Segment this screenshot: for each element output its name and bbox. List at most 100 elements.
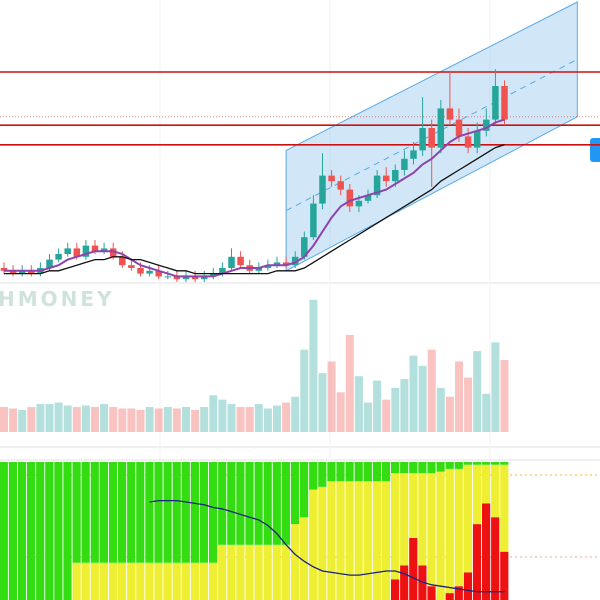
candle-body (446, 108, 454, 120)
indicator-bar (108, 462, 118, 563)
indicator-bar (263, 462, 272, 545)
indicator-bar (354, 462, 363, 482)
volume-bar (418, 365, 427, 432)
moving-average (4, 118, 505, 278)
candle-body (9, 270, 17, 274)
candle-body (291, 256, 299, 266)
candle-body (410, 150, 417, 159)
indicator-bar (327, 462, 336, 482)
indicator-bar (445, 462, 454, 469)
indicator-bar (290, 524, 300, 600)
indicator-bar (99, 562, 108, 600)
volume-bar (182, 407, 190, 432)
indicator-bar (72, 562, 81, 600)
indicator-bar (108, 562, 118, 600)
indicator-bar (199, 562, 209, 600)
candle-body (200, 276, 208, 280)
candle-body (182, 276, 190, 280)
candle-body (219, 268, 226, 274)
volume-bar (236, 407, 245, 432)
indicator-bar (363, 462, 372, 482)
indicator-bar (472, 462, 482, 465)
indicator-bar (227, 462, 236, 545)
indicator-bar (318, 486, 327, 600)
indicator-bar (99, 462, 108, 563)
volume-bar (63, 405, 72, 432)
candle-body (210, 273, 217, 277)
candle-body (464, 136, 472, 148)
candle-body (273, 262, 281, 266)
candle-body (282, 262, 290, 266)
indicator-bar (463, 572, 472, 600)
indicator-bar (336, 481, 345, 600)
volume-bar (109, 407, 118, 432)
indicator-bar (345, 462, 354, 482)
indicator-bar (500, 551, 509, 600)
volume-bar (54, 402, 63, 432)
indicator-bar (409, 473, 418, 538)
candle-body (173, 276, 181, 280)
candle-body (137, 268, 144, 274)
indicator-bar (436, 471, 445, 600)
indicator-bar (472, 464, 482, 525)
candle-body (191, 276, 199, 280)
indicator-bar (227, 544, 236, 600)
indicator-bar (281, 462, 290, 545)
volume-bar (263, 408, 272, 432)
indicator-bar (118, 462, 127, 563)
volume-bar (18, 409, 27, 432)
indicator-bar (445, 593, 454, 600)
candle-body (310, 203, 317, 238)
indicator-bar (391, 473, 400, 580)
indicator-bar (400, 462, 409, 474)
candle-body (473, 130, 481, 148)
volume-bar (209, 395, 218, 432)
indicator-bar (154, 462, 163, 563)
volume-bar (145, 407, 154, 432)
volume-bar (163, 407, 172, 432)
candle-body (319, 175, 326, 204)
indicator-bar (336, 462, 345, 482)
volume-bar (273, 405, 281, 432)
candle-body (18, 270, 26, 274)
indicator-bar (409, 537, 418, 600)
candle-body (437, 108, 445, 148)
volume-bar (436, 387, 445, 432)
candle-body (91, 245, 99, 252)
candle-body (373, 175, 381, 196)
indicator-bar (54, 462, 63, 600)
volume-bar (400, 379, 409, 432)
volume-bar (0, 407, 8, 432)
volume-bar (200, 407, 209, 432)
indicator-bar (236, 462, 245, 545)
volume-bar (136, 409, 145, 432)
indicator-bar (381, 462, 391, 482)
indicator-bar (263, 544, 272, 600)
indicator-bar (482, 462, 491, 465)
indicator-bar (345, 481, 354, 600)
indicator-bar (281, 544, 290, 600)
indicator-bar (300, 462, 309, 518)
volume-bar (327, 361, 336, 432)
candle-body (155, 270, 162, 277)
indicator-bar (482, 503, 491, 600)
volume-bar (445, 396, 454, 432)
indicator-bar (300, 517, 309, 600)
candle-body (301, 237, 308, 257)
indicator-bar (218, 462, 227, 545)
indicator-bar (209, 562, 218, 600)
indicator-bar (454, 468, 463, 587)
candle-body (382, 175, 390, 182)
candle-body (64, 248, 71, 254)
volume-bar (318, 373, 327, 432)
indicator-bar (491, 462, 500, 465)
indicator-bar (363, 481, 372, 600)
indicator-bar (27, 462, 36, 600)
indicator-bar (36, 462, 45, 600)
indicator-bar (500, 464, 509, 552)
volume-bar (36, 404, 45, 432)
indicator-bar (127, 562, 136, 600)
indicator-bar (172, 562, 181, 600)
indicator-bar (400, 473, 409, 566)
indicator-bar (254, 544, 263, 600)
